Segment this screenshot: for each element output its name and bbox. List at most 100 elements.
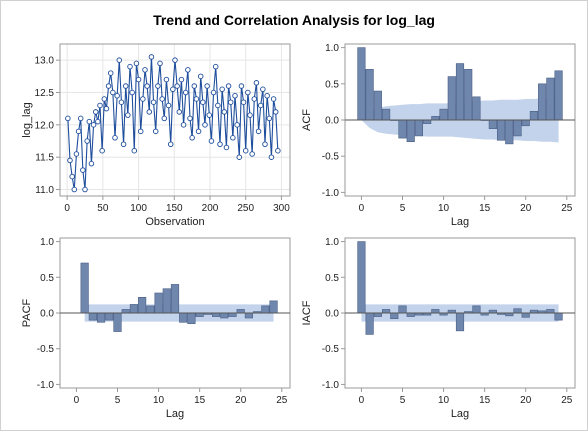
trend-point	[247, 112, 253, 118]
trend-point	[249, 151, 255, 157]
trend-xtick-label: 150	[166, 203, 183, 214]
trend-point	[135, 76, 142, 83]
pacf-bar	[211, 312, 221, 317]
iacf-xtick-label: 25	[561, 395, 573, 406]
acf-ytick-label: 1.0	[325, 43, 339, 54]
trend-point	[238, 83, 245, 89]
trend-point	[112, 135, 118, 141]
trend-point	[129, 89, 135, 96]
trend-point	[206, 112, 213, 118]
trend-point	[99, 147, 105, 154]
trend-point	[92, 109, 99, 115]
pacf-bar	[162, 288, 171, 314]
trend-point	[65, 115, 71, 122]
trend-point	[253, 80, 260, 86]
iacf-bar	[472, 305, 481, 314]
pacf-bar	[244, 312, 254, 319]
trend-point	[157, 60, 163, 67]
iacf-bar	[513, 308, 522, 314]
trend-ytick-label: 13.0	[35, 56, 55, 67]
acf-bar	[554, 70, 563, 121]
trend-point	[275, 147, 281, 154]
iacf-bar	[554, 312, 563, 321]
trend-point	[148, 54, 155, 60]
acf-bar	[455, 63, 465, 121]
trend-point	[97, 102, 103, 109]
trend-plot-area	[59, 43, 291, 197]
trend-point	[251, 96, 258, 102]
trend-point	[142, 67, 148, 73]
iacf-ytick-label: 1.0	[325, 237, 339, 248]
trend-ytick-label: 12.5	[35, 88, 55, 99]
iacf-bar	[431, 309, 440, 314]
pacf-xtick-label: 0	[74, 395, 80, 406]
acf-bar	[513, 119, 522, 137]
acf-ylabel: ACF	[301, 109, 313, 131]
trend-point	[69, 173, 75, 180]
acf-bar	[373, 90, 382, 121]
trend-ylabel: log_lag	[21, 102, 33, 137]
acf-bar	[464, 69, 473, 121]
trend-point	[245, 89, 251, 96]
pacf-bar	[121, 309, 130, 314]
pacf-bar	[195, 312, 204, 317]
trend-ytick-label: 11.5	[35, 153, 54, 164]
trend-point	[116, 57, 123, 63]
pacf-bar	[113, 312, 122, 332]
acf-bar	[406, 119, 415, 143]
trend-point	[195, 128, 202, 135]
trend-point	[227, 99, 234, 105]
trend-point	[152, 128, 159, 135]
pacf-bar	[261, 305, 270, 314]
acf-xtick-label: 5	[400, 203, 406, 214]
acf-bar	[431, 116, 440, 121]
pacf-bar	[80, 262, 89, 314]
pacf-bar	[220, 312, 229, 319]
trend-xtick-label: 0	[64, 203, 70, 214]
trend-point	[225, 83, 232, 89]
acf-bar	[521, 119, 530, 127]
acf-bar	[381, 108, 391, 121]
acf-bar	[472, 96, 481, 121]
acf-bar	[538, 83, 547, 121]
trend-point	[210, 89, 217, 96]
acf-bar	[546, 77, 555, 121]
trend-point	[268, 154, 275, 160]
trend-point	[189, 135, 195, 141]
iacf-xtick-label: 20	[520, 395, 532, 406]
trend-point	[178, 76, 185, 83]
trend-point	[133, 60, 140, 67]
trend-point	[204, 83, 210, 89]
acf-xtick-label: 20	[520, 203, 532, 214]
trend-point	[82, 186, 88, 193]
trend-point	[236, 154, 243, 160]
iacf-bar	[381, 309, 391, 314]
trend-point	[146, 109, 153, 115]
acf-ytick-label: 0.5	[325, 79, 339, 90]
pacf-xtick-label: 10	[153, 395, 165, 406]
trend-point	[101, 96, 108, 102]
acf-bar	[488, 119, 497, 129]
acf-bar	[496, 119, 506, 141]
pacf-xtick-label: 5	[115, 395, 121, 406]
trend-point	[215, 102, 221, 109]
trend-point	[165, 102, 172, 109]
iacf-ytick-label: 0.0	[325, 309, 339, 320]
trend-point	[272, 109, 279, 115]
trend-plot: 0 50 100 150 200 250 300 11.0 11.5 12.0 12.5 13.0 Ob…	[21, 43, 291, 228]
iacf-bar	[398, 305, 407, 314]
trend-xlabel: Observation	[145, 216, 204, 228]
pacf-ytick-label: -1.0	[37, 380, 55, 391]
trend-point	[125, 112, 131, 118]
acf-bar	[423, 119, 432, 124]
trend-point	[176, 109, 183, 115]
acf-xlabel: Lag	[451, 216, 469, 228]
pacf-bar	[170, 284, 180, 314]
page-title: Trend and Correlation Analysis for log_l…	[153, 12, 435, 28]
acf-bar	[439, 108, 448, 121]
pacf-bar	[146, 305, 155, 314]
acf-bar	[414, 119, 424, 137]
trend-point	[230, 135, 236, 141]
pacf-xtick-label: 25	[276, 395, 288, 406]
trend-point	[131, 147, 138, 154]
